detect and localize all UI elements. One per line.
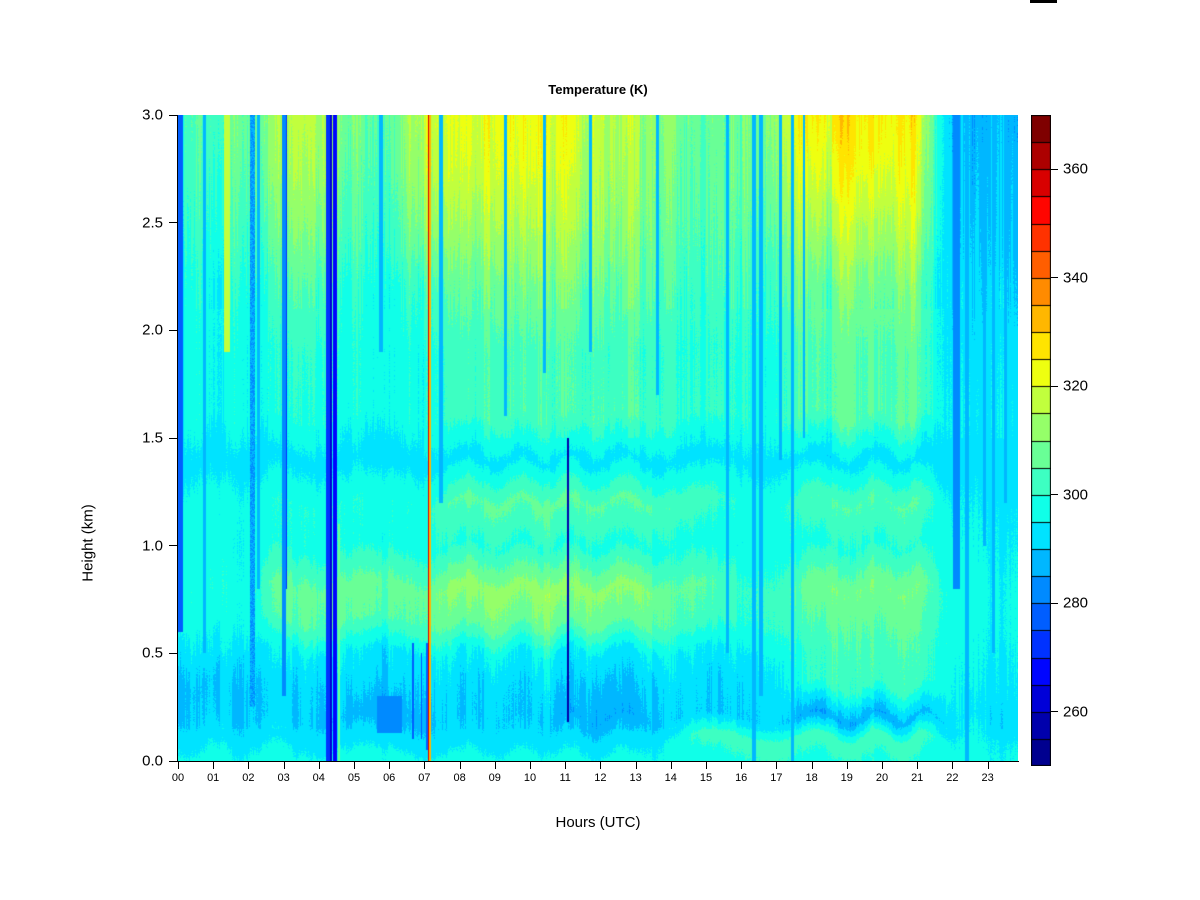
y-tick xyxy=(169,545,177,547)
x-tick-label: 20 xyxy=(875,772,889,784)
x-tick xyxy=(424,762,426,769)
x-tick xyxy=(635,762,637,769)
colorbar-tick xyxy=(1051,385,1058,387)
x-tick-label: 23 xyxy=(981,772,994,784)
x-tick xyxy=(706,762,707,769)
colorbar-tick-label: 300 xyxy=(1063,486,1089,504)
x-tick-label: 09 xyxy=(488,772,501,784)
y-tick-label: 2.0 xyxy=(142,321,163,339)
y-axis-line xyxy=(177,115,178,762)
x-tick xyxy=(846,762,848,769)
y-tick-label: 3.0 xyxy=(142,106,163,124)
x-tick-label: 16 xyxy=(735,772,748,784)
y-tick-label: 1.0 xyxy=(142,537,163,555)
y-tick-label: 0.5 xyxy=(142,644,163,662)
x-tick-label: 11 xyxy=(559,772,571,784)
x-tick-label: 21 xyxy=(911,772,924,784)
x-tick xyxy=(741,762,743,769)
y-tick xyxy=(169,222,177,224)
y-axis-title: Height (km) xyxy=(79,504,97,582)
colorbar-tick-label: 340 xyxy=(1063,269,1089,287)
y-tick xyxy=(169,652,177,654)
x-tick-label: 10 xyxy=(523,772,537,784)
x-axis-title: Hours (UTC) xyxy=(555,814,641,831)
x-tick xyxy=(530,762,531,769)
y-tick-label: 1.5 xyxy=(142,429,163,447)
x-tick-label: 04 xyxy=(312,772,325,784)
x-tick xyxy=(213,762,215,769)
colorbar-tick-label: 320 xyxy=(1063,377,1089,395)
colorbar xyxy=(1031,115,1051,766)
x-tick xyxy=(776,762,778,769)
x-axis-line xyxy=(177,761,1019,762)
x-tick-label: 18 xyxy=(805,772,818,784)
x-tick-label: 00 xyxy=(171,772,185,784)
colorbar-tick-label: 260 xyxy=(1063,703,1089,721)
colorbar-tick xyxy=(1051,494,1058,496)
x-tick-label: 22 xyxy=(946,772,959,784)
y-tick xyxy=(169,329,177,331)
x-tick xyxy=(565,762,567,769)
colorbar-tick xyxy=(1051,711,1058,713)
x-tick-label: 19 xyxy=(840,772,853,784)
x-tick-label: 08 xyxy=(453,772,466,784)
y-tick xyxy=(169,114,177,116)
y-tick-label: 2.5 xyxy=(142,214,163,232)
x-tick xyxy=(987,762,989,769)
colorbar-tick xyxy=(1051,168,1058,170)
x-tick-label: 05 xyxy=(347,772,361,784)
x-tick xyxy=(318,762,320,769)
y-tick-label: 0.0 xyxy=(142,752,163,770)
x-tick-label: 01 xyxy=(207,772,220,784)
x-tick xyxy=(459,762,461,769)
x-tick xyxy=(952,762,954,769)
x-tick-label: 17 xyxy=(770,772,783,784)
x-tick-label: 02 xyxy=(242,772,255,784)
x-tick-label: 03 xyxy=(277,772,290,784)
chart-title: Temperature (K) xyxy=(548,82,648,97)
x-tick xyxy=(248,762,250,769)
x-tick xyxy=(917,762,919,769)
x-tick-label: 06 xyxy=(383,772,396,784)
x-tick xyxy=(354,762,355,769)
colorbar-tick xyxy=(1051,277,1058,279)
x-tick xyxy=(283,762,285,769)
y-tick xyxy=(169,437,177,439)
top-artifact-bar xyxy=(1030,0,1057,3)
x-tick xyxy=(811,762,813,769)
x-tick-label: 13 xyxy=(629,772,642,784)
colorbar-tick-label: 360 xyxy=(1063,160,1089,178)
x-tick xyxy=(389,762,391,769)
x-tick xyxy=(600,762,602,769)
x-tick xyxy=(494,762,496,769)
heatmap-canvas xyxy=(178,115,1018,761)
colorbar-tick-label: 280 xyxy=(1063,594,1089,612)
x-tick-label: 15 xyxy=(699,772,713,784)
x-tick-label: 07 xyxy=(418,772,431,784)
y-tick xyxy=(169,760,177,762)
x-tick-label: 12 xyxy=(594,772,607,784)
colorbar-tick xyxy=(1051,602,1058,604)
x-tick xyxy=(178,762,179,769)
x-tick xyxy=(882,762,883,769)
x-tick xyxy=(670,762,672,769)
x-tick-label: 14 xyxy=(664,772,677,784)
